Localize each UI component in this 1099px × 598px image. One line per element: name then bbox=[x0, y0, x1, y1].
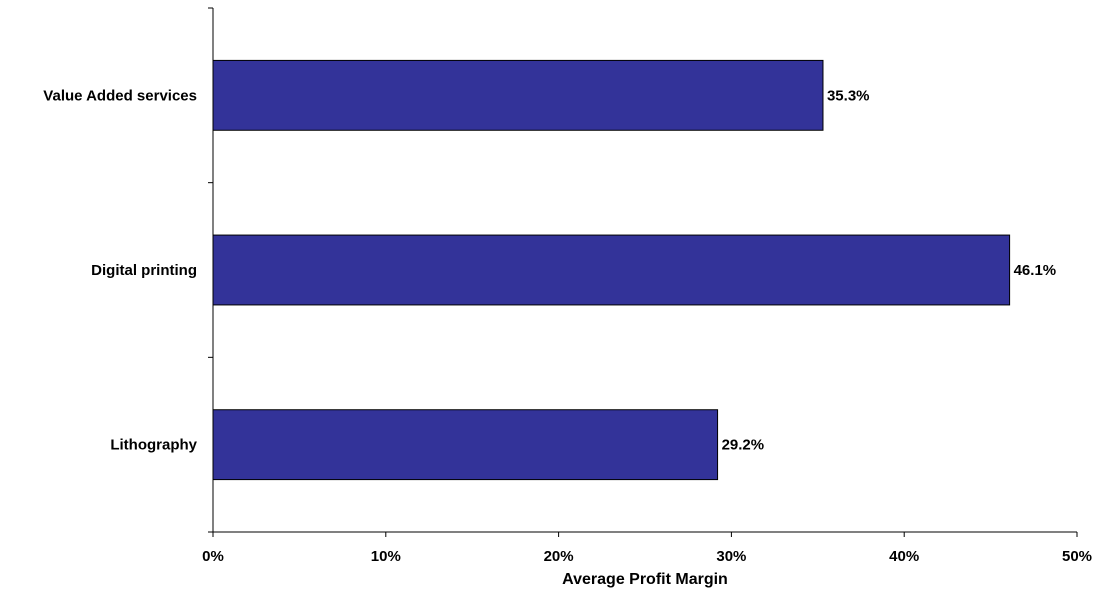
x-tick-label: 30% bbox=[716, 548, 746, 565]
category-label: Digital printing bbox=[91, 262, 197, 279]
x-tick-label: 50% bbox=[1062, 548, 1092, 565]
axis-ticks-group: 0% 10% 20% 30% 40% 50% bbox=[202, 7, 1092, 565]
bar bbox=[212, 409, 719, 481]
bars-group bbox=[212, 59, 1011, 481]
x-tick-label: 20% bbox=[544, 548, 574, 565]
x-tick-label: 10% bbox=[371, 548, 401, 565]
bar-value-label: 29.2% bbox=[722, 437, 765, 454]
x-tick-label: 0% bbox=[202, 548, 224, 565]
bar bbox=[212, 234, 1011, 306]
category-label: Lithography bbox=[110, 437, 197, 454]
x-tick-label: 40% bbox=[889, 548, 919, 565]
data-labels-group: 35.3% 46.1% 29.2% bbox=[722, 87, 1057, 453]
bar-value-label: 46.1% bbox=[1014, 262, 1057, 279]
category-label: Value Added services bbox=[43, 87, 197, 104]
category-labels-group: Value Added services Digital printing Lith… bbox=[43, 87, 197, 453]
bar bbox=[212, 59, 824, 131]
x-axis-title: Average Profit Margin bbox=[562, 571, 728, 588]
bar-value-label: 35.3% bbox=[827, 87, 870, 104]
